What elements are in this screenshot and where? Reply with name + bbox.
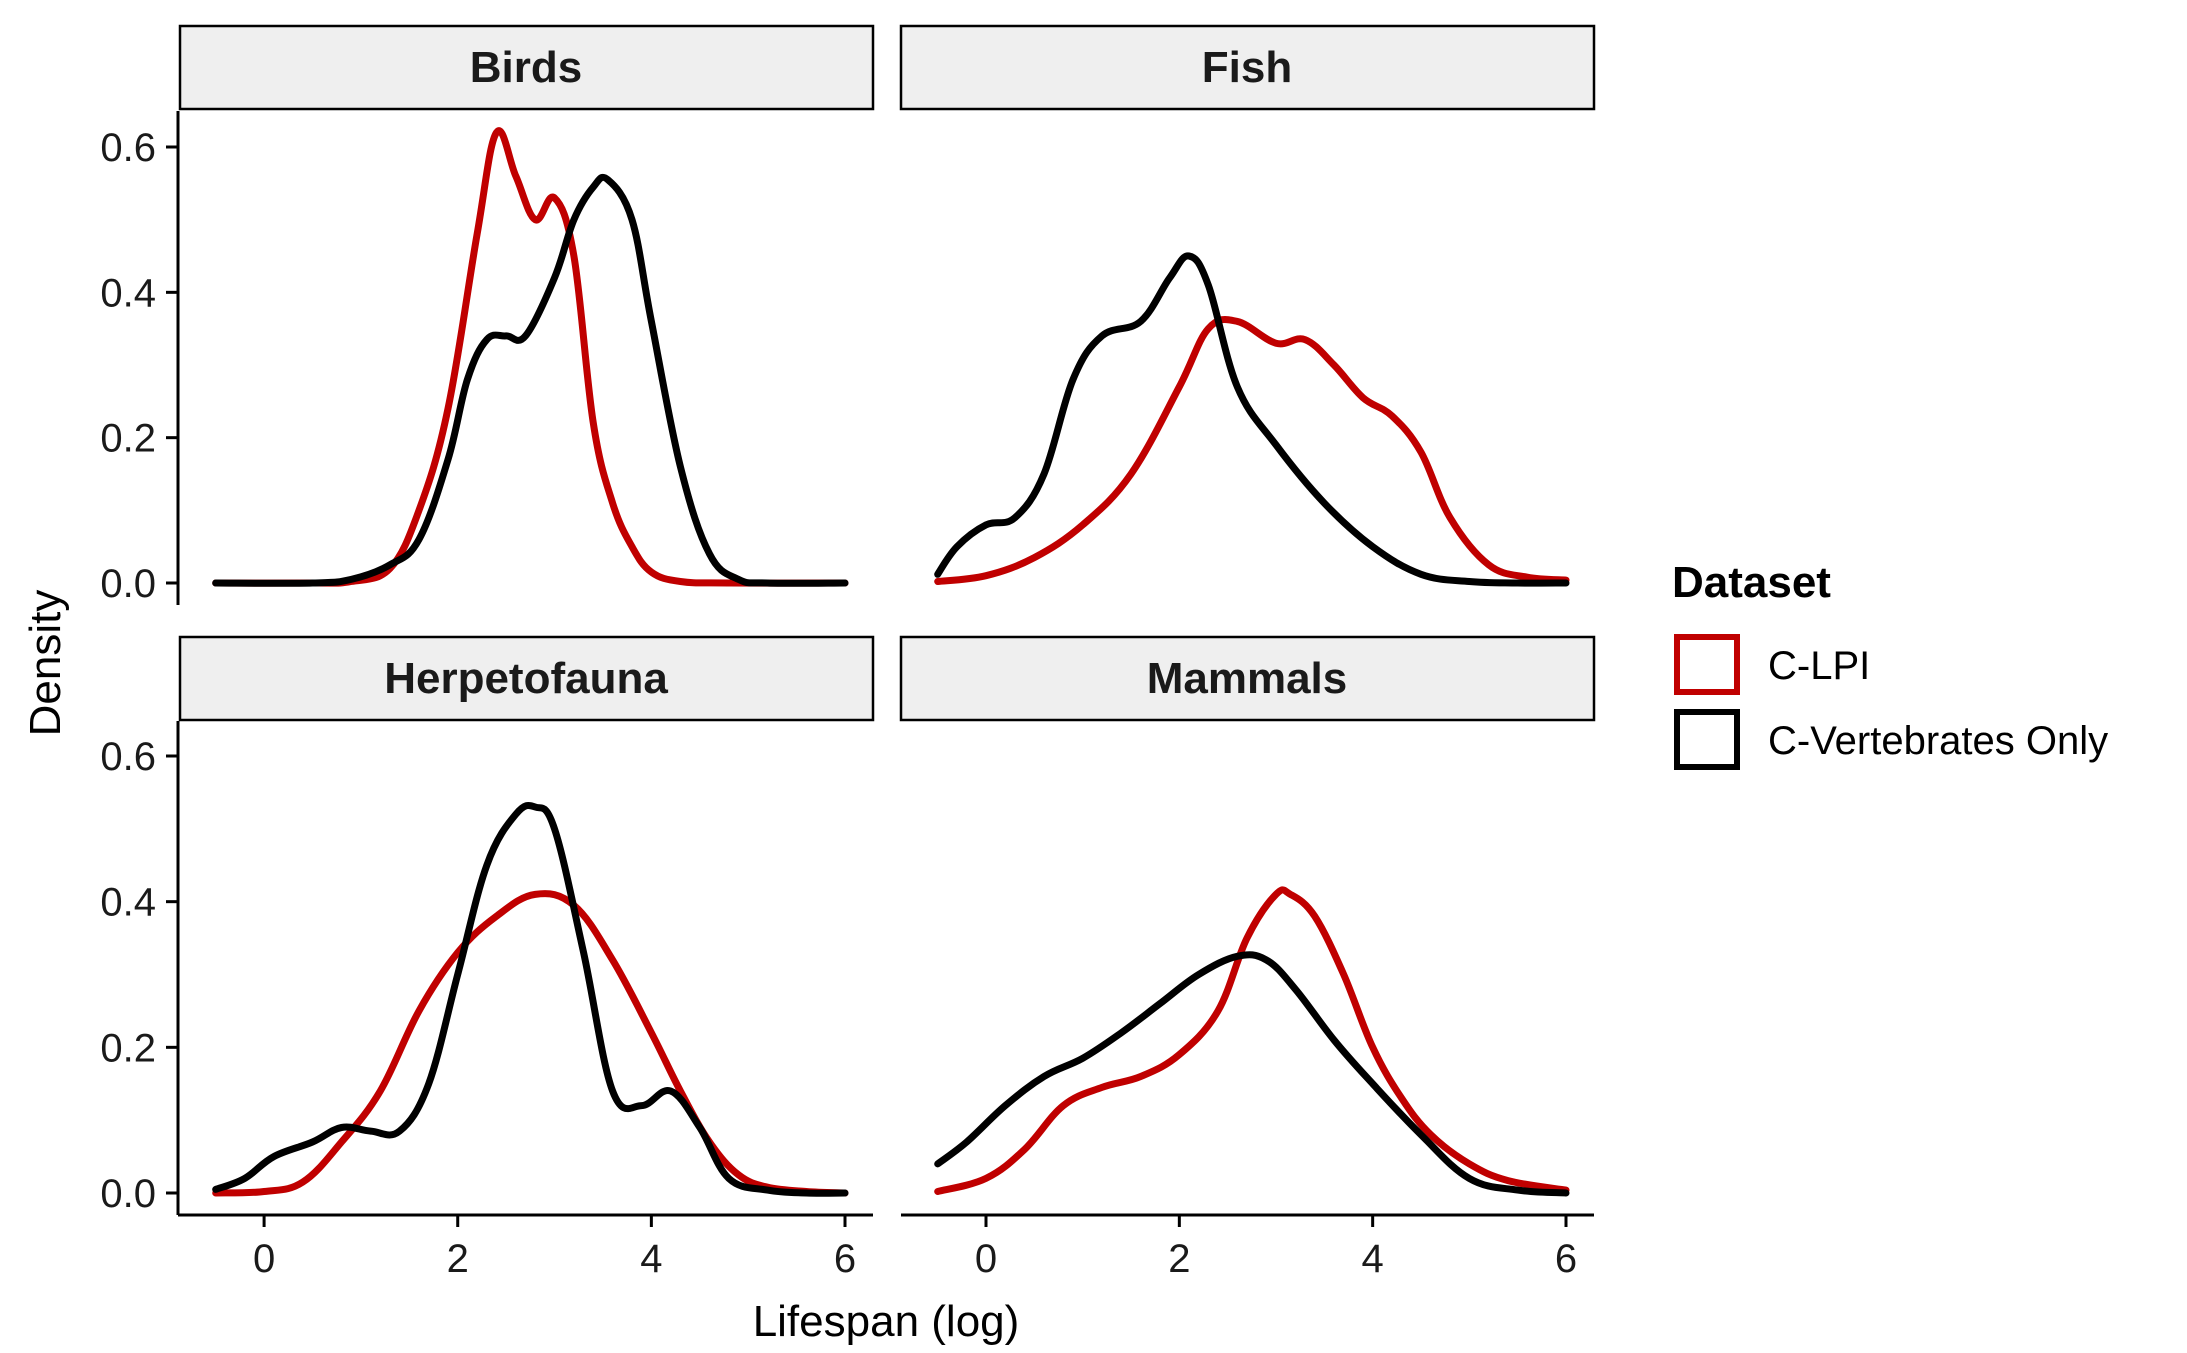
x-tick-label: 2 [447, 1237, 469, 1281]
x-tick-label: 0 [253, 1237, 275, 1281]
density-line-clpi-fish [934, 315, 1570, 585]
density-line-clpi-mammals [934, 886, 1570, 1195]
legend-label-c-vertebrates-only: C-Vertebrates Only [1768, 719, 2108, 763]
facet-title-herpetofauna: Herpetofauna [384, 654, 668, 703]
density-line-c-vertebrates-only-mammals [934, 951, 1570, 1197]
y-tick-label: 0.6 [100, 126, 156, 170]
y-tick-label: 0.2 [100, 417, 156, 461]
density-line-clpi-birds [212, 127, 849, 587]
density-line-clpi-herpetofauna [212, 890, 849, 1197]
facet-strip-fish: Fish [899, 24, 1596, 111]
facet-title-mammals: Mammals [1147, 654, 1348, 703]
panel-herpetofauna-curves [212, 801, 849, 1197]
density-line-c-vertebrates-only-herpetofauna [212, 801, 849, 1197]
legend-key-clpi [1674, 634, 1740, 695]
x-tick-label: 6 [1555, 1237, 1577, 1281]
y-tick-label: 0.0 [100, 1172, 156, 1216]
x-tick-label: 6 [834, 1237, 856, 1281]
facet-strip-birds: Birds [178, 24, 875, 111]
facet-title-birds: Birds [470, 43, 582, 92]
facet-strip-mammals: Mammals [899, 635, 1596, 722]
x-tick-label: 0 [975, 1237, 997, 1281]
density-curves [212, 127, 1570, 1197]
facet-title-fish: Fish [1202, 43, 1292, 92]
legend-title: Dataset [1672, 558, 1831, 607]
legend-key-c-vertebrates-only [1674, 709, 1740, 770]
x-axis-title: Lifespan (log) [753, 1297, 1020, 1346]
x-tick-label: 4 [1362, 1237, 1384, 1281]
density-line-c-vertebrates-only-birds [212, 173, 849, 587]
y-axis-ticks: 0.0 0.2 0.4 0.6 0.0 0.2 0.4 0.6 [100, 126, 178, 1216]
y-tick-label: 0.4 [100, 271, 156, 315]
y-tick-label: 0.6 [100, 735, 156, 779]
y-tick-label: 0.4 [100, 881, 156, 925]
x-axis-ticks: 0 2 4 6 0 2 4 6 [253, 1215, 1577, 1281]
panel-fish-curves [934, 252, 1570, 587]
y-axis-title: Density [21, 590, 70, 737]
x-tick-label: 2 [1168, 1237, 1190, 1281]
y-tick-label: 0.2 [100, 1026, 156, 1070]
facet-strip-herpetofauna: Herpetofauna [178, 635, 875, 722]
x-tick-label: 4 [640, 1237, 662, 1281]
legend-label-clpi: C-LPI [1768, 644, 1870, 688]
panel-mammals-curves [934, 886, 1570, 1197]
legend: Dataset C-LPI C-Vertebrates Only [1672, 558, 2108, 770]
density-line-c-vertebrates-only-fish [934, 252, 1570, 587]
y-tick-label: 0.0 [100, 562, 156, 606]
panel-birds-curves [212, 127, 849, 587]
